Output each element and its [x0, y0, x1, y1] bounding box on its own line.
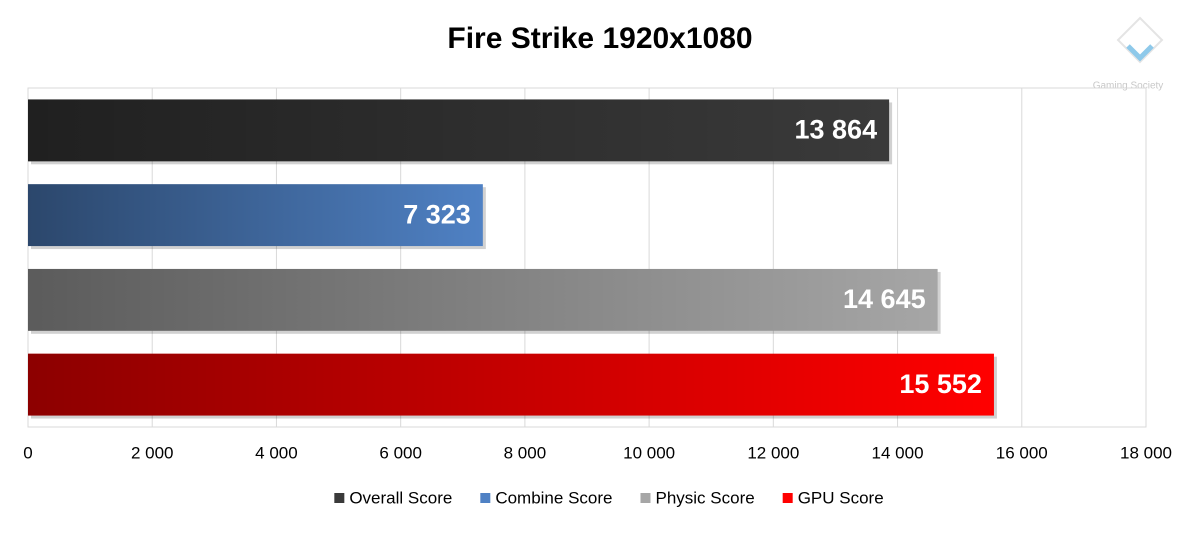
x-tick-label: 10 000: [623, 443, 675, 462]
bar-shade: [28, 353, 994, 416]
value-label: 14 645: [843, 284, 926, 314]
value-label: 7 323: [403, 199, 471, 229]
plot-border: [27, 87, 1147, 428]
legend-label: Combine Score: [495, 488, 612, 507]
x-tick-label: 12 000: [747, 443, 799, 462]
x-tick-label: 2 000: [131, 443, 174, 462]
legend-swatch: [782, 493, 793, 503]
bar-shade: [28, 184, 483, 247]
legend: Overall Score Combine Score Physic Score GP…: [334, 488, 884, 507]
bar-shade: [28, 99, 890, 162]
bar-shade: [28, 268, 938, 331]
x-tick-label: 18 000: [1120, 443, 1172, 462]
legend-swatch: [480, 493, 491, 503]
watermark: Gaming Society: [1093, 81, 1164, 92]
value-label: 13 864: [795, 115, 878, 145]
value-label: 15 552: [899, 369, 982, 399]
legend-swatch: [640, 493, 651, 503]
legend-label: GPU Score: [798, 488, 884, 507]
legend-swatch: [334, 493, 345, 503]
legend-label: Overall Score: [349, 488, 452, 507]
legend-label: Physic Score: [655, 488, 754, 507]
x-tick-label: 16 000: [996, 443, 1048, 462]
x-tick-label: 0: [23, 443, 32, 462]
x-tick-label: 6 000: [379, 443, 422, 462]
chart-title: Fire Strike 1920x1080: [447, 22, 752, 55]
watermark-icon: [1116, 16, 1164, 64]
x-tick-label: 4 000: [255, 443, 298, 462]
x-tick-label: 8 000: [504, 443, 547, 462]
x-tick-label: 14 000: [872, 443, 924, 462]
